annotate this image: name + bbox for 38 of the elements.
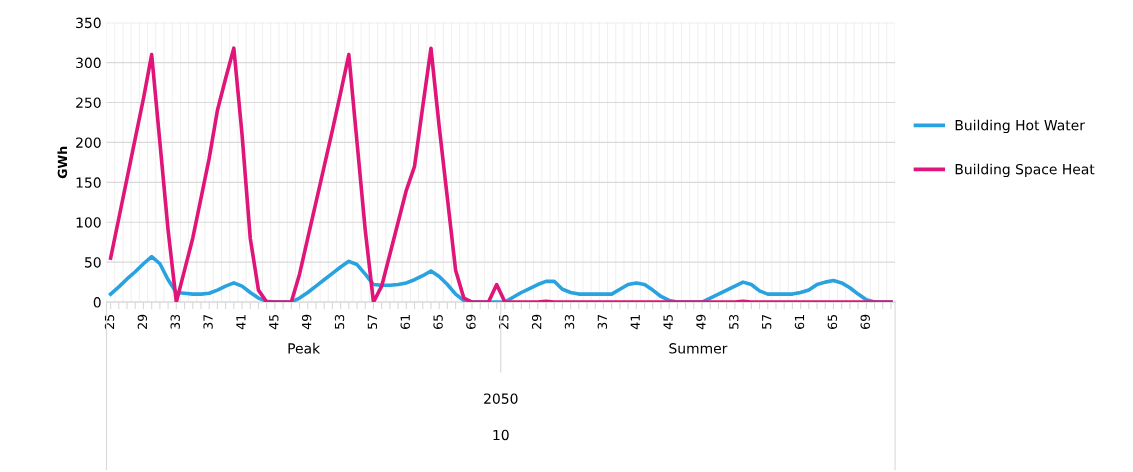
x-tick-label: 61 <box>400 315 410 329</box>
x-tick-label: 25 <box>499 314 509 329</box>
y-tick-label: 0 <box>93 297 101 308</box>
y-tick-label: 50 <box>85 257 101 268</box>
x-tick-label: 37 <box>597 314 608 329</box>
text: Peak <box>288 342 321 354</box>
x-tick-label: 69 <box>860 314 870 329</box>
x-tick-label: 29 <box>531 314 542 329</box>
y-tick-label: 150 <box>76 177 101 188</box>
x-tick-label: 53 <box>334 314 345 329</box>
y-tick-label: 250 <box>76 97 101 108</box>
x-tick-label: 33 <box>170 314 180 329</box>
x-tick-label: 49 <box>301 314 312 330</box>
x-tick-label: 65 <box>433 314 443 329</box>
x-tick-label: 69 <box>466 314 476 329</box>
legend-label: Building Hot Water <box>955 119 1085 134</box>
x-tick-label: 45 <box>663 314 673 330</box>
y-tick-label: 200 <box>76 137 101 148</box>
y-tick-label: 100 <box>76 217 101 228</box>
x-tick-label: 61 <box>794 315 805 329</box>
x-tick-label: 57 <box>367 314 378 329</box>
x-tick-label: 41 <box>630 315 640 330</box>
text: 2050 <box>484 393 518 404</box>
x-tick-label: 65 <box>827 314 838 329</box>
x-tick-label: 57 <box>762 314 772 329</box>
y-axis-title: GWh <box>57 146 68 179</box>
x-tick-label: 37 <box>203 314 213 329</box>
x-tick-label: 53 <box>729 314 739 329</box>
x-tick-label: 29 <box>137 314 148 329</box>
text: Summer <box>669 343 728 354</box>
x-tick-label: 41 <box>236 315 246 330</box>
legend-label: Building Space Heat <box>955 163 1095 178</box>
x-tick-label: 49 <box>696 314 706 330</box>
y-tick-label: 350 <box>76 17 101 29</box>
y-tick-label: 300 <box>76 57 101 69</box>
x-tick-label: 33 <box>564 314 575 329</box>
x-tick-label: 45 <box>269 314 279 330</box>
text: 10 <box>493 429 509 441</box>
